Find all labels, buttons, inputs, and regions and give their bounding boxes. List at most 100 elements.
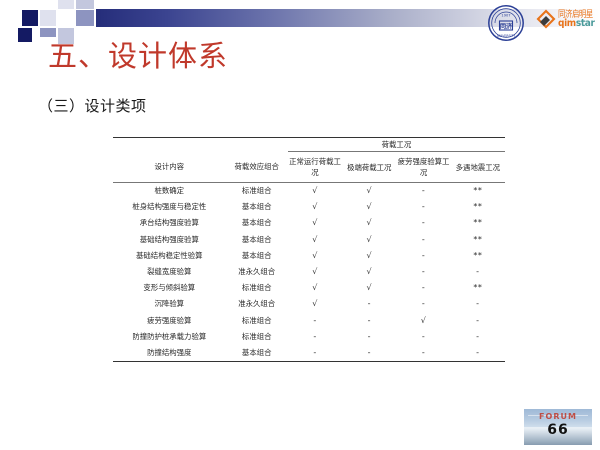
cell-load-case-3: - bbox=[421, 202, 426, 212]
table-row: 桩身结构强度与稳定性 基本组合 √ √ - ** bbox=[113, 199, 505, 215]
cell-load-combination: 准永久组合 bbox=[238, 299, 276, 309]
col-header-load-combination: 荷载效应组合 bbox=[234, 162, 279, 172]
cell-design-content: 基础结构稳定性验算 bbox=[136, 250, 203, 260]
cell-load-case-3: - bbox=[421, 283, 426, 293]
cell-load-case-2: √ bbox=[366, 250, 373, 260]
cell-load-case-4: - bbox=[450, 345, 505, 363]
group-header-spacer-comb bbox=[225, 137, 288, 152]
cell-load-case-3: - bbox=[421, 299, 426, 309]
banner-square-mid-1 bbox=[76, 10, 94, 26]
qimstar-chinese-label: 同济启明星 bbox=[558, 10, 593, 20]
cell-design-content: 基础结构强度验算 bbox=[139, 234, 199, 244]
cell-load-case-1: √ bbox=[312, 202, 318, 212]
cell-load-case-1: √ bbox=[312, 218, 318, 228]
cell-design-content: 桩数确定 bbox=[113, 182, 226, 200]
col-header-design-content: 设计内容 bbox=[154, 162, 185, 172]
table-row: 基础结构稳定性验算 基本组合 √ √ - ** bbox=[113, 248, 505, 264]
design-categories-table: 荷载工况 设计内容 荷载效应组合 正常运行荷载工况 极端荷载工况 疲劳强度验算工… bbox=[113, 137, 505, 363]
cell-load-case-1: - bbox=[287, 345, 343, 363]
svg-text:同济: 同济 bbox=[500, 22, 513, 30]
cell-load-combination: 标准组合 bbox=[241, 315, 272, 325]
cell-load-combination: 基本组合 bbox=[225, 345, 288, 363]
banner-square-pale-1 bbox=[40, 10, 56, 26]
table-row: 承台结构强度验算 基本组合 √ √ - ** bbox=[113, 215, 505, 231]
table-row: 沉降验算 准永久组合 √ - - - bbox=[113, 296, 505, 312]
cell-load-case-3: - bbox=[421, 234, 426, 244]
cell-load-case-2: √ bbox=[342, 182, 397, 200]
table-row: 裂缝宽度验算 准永久组合 √ √ - - bbox=[113, 264, 505, 280]
table-row: 防撞结构强度 基本组合 - - - - bbox=[113, 345, 505, 363]
qimstar-english-label: qimstar bbox=[558, 18, 595, 29]
cell-load-case-1: - bbox=[313, 331, 317, 341]
cell-load-case-1: √ bbox=[312, 234, 318, 244]
cell-load-combination: 准永久组合 bbox=[238, 267, 276, 277]
col-header-fatigue-strength: 疲劳强度验算工况 bbox=[397, 157, 450, 177]
cell-load-case-4: ** bbox=[473, 234, 483, 244]
svg-text:UNIVERSITY: UNIVERSITY bbox=[497, 34, 515, 38]
cell-load-case-3: - bbox=[396, 182, 451, 200]
cell-load-case-4: ** bbox=[473, 283, 483, 293]
cell-load-case-1: - bbox=[313, 315, 317, 325]
cell-load-case-2: - bbox=[367, 331, 371, 341]
cell-load-combination: 基本组合 bbox=[241, 250, 272, 260]
col-header-normal-operation: 正常运行荷载工况 bbox=[289, 157, 341, 177]
cell-load-case-2: - bbox=[367, 315, 371, 325]
orange-diamond-icon bbox=[536, 9, 556, 29]
table-row: 变形与倾斜验算 标准组合 √ √ - ** bbox=[113, 280, 505, 296]
cell-load-case-1: √ bbox=[287, 182, 343, 200]
cell-load-case-1: √ bbox=[312, 267, 318, 277]
col-header-frequent-earthquake: 多遇地震工况 bbox=[455, 162, 501, 172]
cell-design-content: 沉降验算 bbox=[154, 299, 185, 309]
cell-design-content: 防撞防护桩承载力验算 bbox=[132, 331, 207, 341]
cell-load-case-2: √ bbox=[366, 267, 373, 277]
cell-load-case-3: √ bbox=[420, 315, 427, 325]
cell-load-case-2: √ bbox=[366, 218, 373, 228]
thumbnail-word: FORUM bbox=[539, 412, 577, 421]
footer-thumbnail-image: FORUM 66 bbox=[524, 409, 592, 445]
col-header-extreme-load: 极端荷载工况 bbox=[347, 162, 392, 172]
table-column-header-row: 设计内容 荷载效应组合 正常运行荷载工况 极端荷载工况 疲劳强度验算工况 多遇地… bbox=[113, 152, 505, 183]
cell-load-case-1: √ bbox=[312, 250, 318, 260]
cell-load-case-4: - bbox=[476, 267, 480, 277]
cell-load-combination: 基本组合 bbox=[241, 202, 272, 212]
banner-square-light-2 bbox=[76, 0, 94, 9]
table-group-header-row: 荷载工况 bbox=[113, 137, 505, 152]
cell-load-combination: 基本组合 bbox=[241, 218, 272, 228]
cell-load-combination: 标准组合 bbox=[225, 182, 288, 200]
cell-design-content: 变形与倾斜验算 bbox=[143, 283, 196, 293]
group-header-spacer-name bbox=[113, 137, 226, 152]
cell-load-combination: 标准组合 bbox=[241, 283, 272, 293]
banner-square-pale-2 bbox=[58, 0, 74, 9]
cell-load-combination: 标准组合 bbox=[241, 331, 272, 341]
university-seal-icon: 同济 1907 UNIVERSITY bbox=[487, 4, 525, 42]
cell-load-case-1: √ bbox=[312, 299, 318, 309]
banner-square-dark-2 bbox=[22, 10, 38, 26]
page-title: 五、设计体系 bbox=[48, 39, 229, 73]
cell-design-content: 防撞结构强度 bbox=[113, 345, 226, 363]
cell-load-case-2: √ bbox=[366, 283, 373, 293]
table-body: 桩数确定 标准组合 √ √ - ** 桩身结构强度与稳定性 基本组合 √ √ - ** 承台结构强度验算… bbox=[113, 182, 505, 363]
svg-text:1907: 1907 bbox=[501, 14, 510, 18]
cell-load-case-4: - bbox=[476, 315, 480, 325]
cell-load-case-4: ** bbox=[473, 202, 483, 212]
thumbnail-streak bbox=[528, 415, 588, 416]
cell-design-content: 承台结构强度验算 bbox=[139, 218, 199, 228]
cell-load-case-1: √ bbox=[312, 283, 318, 293]
table-row: 基础结构强度验算 基本组合 √ √ - ** bbox=[113, 232, 505, 248]
cell-load-case-4: ** bbox=[473, 218, 483, 228]
thumbnail-haze bbox=[524, 427, 592, 445]
qimstar-logo: 同济启明星 qimstar bbox=[536, 6, 596, 34]
cell-load-case-4: ** bbox=[473, 250, 483, 260]
cell-load-case-3: - bbox=[396, 345, 451, 363]
table-row: 桩数确定 标准组合 √ √ - ** bbox=[113, 182, 505, 200]
cell-load-combination: 基本组合 bbox=[241, 234, 272, 244]
table-row: 疲劳强度验算 标准组合 - - √ - bbox=[113, 313, 505, 329]
cell-load-case-3: - bbox=[421, 218, 426, 228]
cell-load-case-4: - bbox=[476, 331, 480, 341]
cell-design-content: 裂缝宽度验算 bbox=[147, 267, 192, 277]
cell-load-case-3: - bbox=[421, 250, 426, 260]
cell-load-case-3: - bbox=[421, 331, 426, 341]
cell-load-case-2: - bbox=[342, 345, 397, 363]
cell-design-content: 桩身结构强度与稳定性 bbox=[132, 202, 207, 212]
cell-load-case-2: √ bbox=[366, 202, 373, 212]
